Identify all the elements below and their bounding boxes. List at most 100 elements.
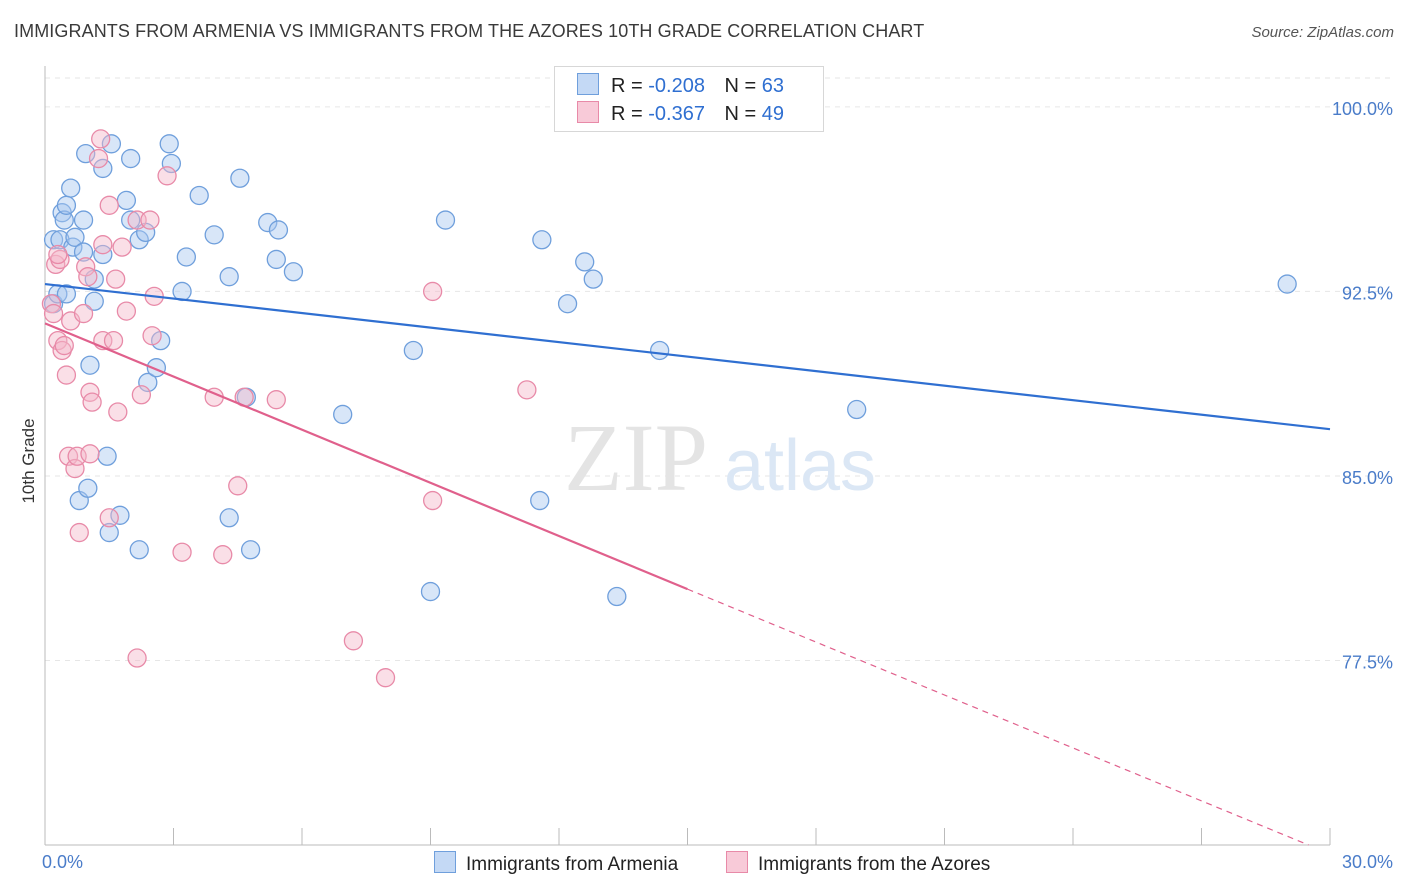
armenia-point [129, 540, 149, 560]
armenia-point [54, 210, 74, 230]
azores-point [65, 458, 85, 479]
x-tick-label-min: 0.0% [42, 852, 83, 872]
armenia-point [93, 158, 113, 179]
azores-point [422, 281, 443, 302]
azores-point [266, 390, 286, 410]
n-label: N = [724, 75, 757, 97]
grid-lines [45, 77, 1392, 661]
armenia-swatch [577, 73, 599, 95]
armenia-point [101, 134, 122, 154]
watermark: ZIP atlas [564, 404, 876, 511]
x-tick-labels: 0.0% 30.0% [42, 852, 1393, 872]
r-label: R = [611, 103, 643, 125]
bottom-legend-armenia: Immigrants from Armenia [434, 851, 678, 876]
armenia-point [204, 225, 224, 245]
armenia-point [219, 267, 239, 287]
azores-point [172, 542, 192, 562]
armenia-point [80, 355, 100, 375]
armenia-point [607, 586, 627, 607]
azores-point [99, 195, 119, 215]
y-tick-label: 92.5% [1342, 283, 1393, 303]
armenia-point [650, 340, 670, 361]
armenia-legend-label: Immigrants from Armenia [466, 854, 679, 875]
axes [44, 66, 1331, 846]
armenia-point [575, 252, 595, 272]
x-tick-label-max: 30.0% [1342, 852, 1393, 872]
azores-n-value: 49 [761, 103, 785, 125]
azores-point [54, 335, 74, 356]
azores-point [140, 210, 160, 230]
azores-point [78, 267, 98, 287]
armenia-point [333, 404, 353, 425]
azores-point [375, 668, 396, 688]
armenia-point [121, 148, 141, 169]
armenia-point [73, 242, 94, 262]
azores-swatch [577, 101, 599, 123]
armenia-point [435, 210, 456, 230]
azores-point [73, 303, 94, 324]
azores-r-value: -0.367 [648, 103, 705, 125]
armenia-point [176, 247, 197, 267]
trend-lines [44, 282, 1331, 846]
azores-point [127, 648, 147, 668]
watermark-atlas: atlas [724, 426, 876, 506]
azores-trend-line [44, 322, 688, 591]
azores-point [103, 330, 124, 351]
y-tick-label: 85.0% [1342, 468, 1393, 488]
armenia-legend-swatch [434, 851, 456, 873]
legend-row-armenia: R = -0.208 N = 63 [577, 73, 784, 103]
armenia-point [1277, 274, 1297, 294]
azores-point [517, 380, 537, 400]
azores-point [228, 476, 248, 496]
azores-point [106, 269, 126, 289]
azores-point [69, 522, 89, 543]
armenia-r-value: -0.208 [648, 75, 705, 97]
azores-trend-extension [687, 588, 1309, 846]
bottom-legend-azores: Immigrants from the Azores [726, 851, 990, 876]
armenia-point [84, 291, 104, 311]
armenia-point [78, 478, 98, 498]
series-armenia-points [43, 134, 1297, 607]
armenia-point [403, 340, 424, 361]
armenia-point [129, 230, 149, 250]
azores-legend-swatch [726, 851, 748, 873]
armenia-point [258, 212, 278, 233]
azores-point [142, 326, 162, 346]
azores-point [116, 301, 137, 321]
stats-legend: R = -0.208 N = 63 R = -0.367 N = 49 [554, 66, 824, 132]
series-azores-points [41, 129, 537, 688]
armenia-point [219, 508, 239, 528]
armenia-point [97, 446, 117, 466]
azores-point [157, 166, 177, 186]
azores-point [80, 444, 100, 464]
armenia-trend-line [44, 282, 1331, 431]
armenia-point [65, 227, 85, 247]
azores-point [99, 508, 119, 528]
y-tick-label: 100.0% [1332, 99, 1393, 119]
legend-row-azores: R = -0.367 N = 49 [577, 101, 784, 131]
azores-legend-label: Immigrants from the Azores [758, 854, 991, 875]
armenia-point [116, 190, 137, 211]
armenia-point [121, 210, 141, 230]
armenia-point [61, 178, 81, 198]
armenia-point [268, 220, 289, 240]
armenia-point [161, 153, 182, 174]
chart-title: IMMIGRANTS FROM ARMENIA VS IMMIGRANTS FR… [14, 21, 925, 41]
armenia-point [283, 262, 304, 282]
azores-point [91, 129, 111, 149]
armenia-point [99, 522, 119, 543]
armenia-point [189, 185, 209, 206]
azores-point [343, 631, 364, 651]
y-axis-label: 10th Grade [19, 418, 38, 503]
azores-point [112, 237, 132, 257]
armenia-point [56, 195, 77, 215]
armenia-point [532, 230, 552, 250]
armenia-point [240, 540, 261, 560]
source-label: Source: ZipAtlas.com [1251, 24, 1394, 41]
azores-point [48, 244, 68, 265]
armenia-point [847, 399, 867, 420]
armenia-point [56, 284, 77, 304]
armenia-point [530, 490, 550, 511]
armenia-point [43, 230, 64, 250]
